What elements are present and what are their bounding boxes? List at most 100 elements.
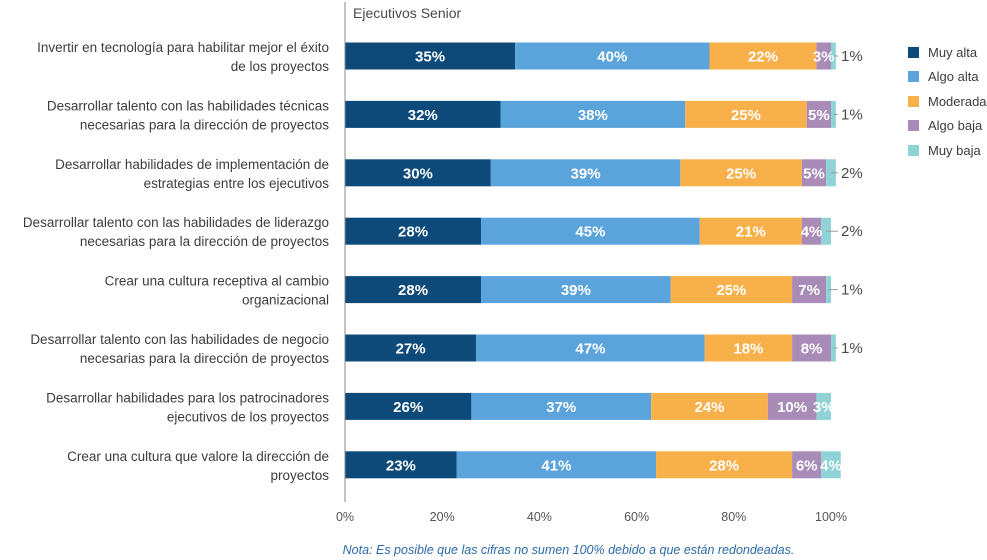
bar-value-label: 4% bbox=[820, 457, 842, 474]
external-value-label: 2% bbox=[841, 223, 863, 240]
bar-value-label: 24% bbox=[694, 399, 724, 416]
bar-value-label: 5% bbox=[803, 165, 825, 182]
bar-value-label: 30% bbox=[403, 165, 433, 182]
legend-item: Muy baja bbox=[908, 138, 987, 163]
bar-segment-muy-alta bbox=[345, 217, 482, 245]
bar-value-label: 18% bbox=[733, 341, 763, 358]
legend-label: Algo alta bbox=[928, 69, 979, 85]
bar-segment-algo-baja bbox=[792, 451, 822, 479]
bar-value-label: 25% bbox=[726, 165, 756, 182]
bar-segment-moderada bbox=[685, 100, 807, 128]
bar-segment-algo-baja bbox=[816, 42, 831, 70]
bar-segment-moderada bbox=[670, 276, 793, 304]
x-tick-label: 60% bbox=[624, 510, 649, 524]
bar-value-label: 22% bbox=[748, 49, 778, 66]
bar-segment-moderada bbox=[651, 392, 768, 420]
legend: Muy alta Algo alta Moderada Algo baja Muy ba… bbox=[908, 40, 987, 163]
category-label: Desarrollar habilidades de implementació… bbox=[55, 157, 329, 191]
category-label: Desarrollar talento con las habilidades … bbox=[30, 332, 329, 366]
bar-segment-muy-baja bbox=[821, 451, 841, 479]
bar-segment-algo-alta bbox=[471, 392, 652, 420]
bar-segment-algo-alta bbox=[481, 217, 700, 245]
bar-segment-muy-alta bbox=[345, 392, 472, 420]
bar-segment-algo-alta bbox=[515, 42, 710, 70]
bar-value-label: 7% bbox=[798, 282, 820, 299]
x-tick-label: 0% bbox=[336, 510, 354, 524]
bar-value-label: 21% bbox=[736, 224, 766, 241]
bar-value-label: 28% bbox=[398, 282, 428, 299]
bar-value-label: 3% bbox=[813, 49, 835, 66]
bar-value-label: 25% bbox=[731, 107, 761, 124]
bar-value-label: 5% bbox=[808, 107, 830, 124]
bar-segment-moderada bbox=[699, 217, 802, 245]
bar-segment-algo-baja bbox=[792, 276, 827, 304]
external-value-label: 1% bbox=[841, 282, 863, 299]
bar-value-label: 8% bbox=[801, 341, 823, 358]
bar-segment-algo-alta bbox=[456, 451, 657, 479]
external-value-label: 2% bbox=[841, 165, 863, 182]
legend-item: Moderada bbox=[908, 89, 987, 114]
legend-swatch bbox=[908, 144, 919, 156]
bar-value-label: 47% bbox=[575, 341, 605, 358]
bar-value-label: 32% bbox=[408, 107, 438, 124]
bar-segment-muy-alta bbox=[345, 42, 516, 70]
bar-segment-moderada bbox=[709, 42, 817, 70]
bar-value-label: 37% bbox=[546, 399, 576, 416]
legend-label: Muy baja bbox=[928, 142, 981, 158]
bar-value-label: 40% bbox=[597, 49, 627, 66]
legend-label: Moderada bbox=[928, 93, 987, 109]
x-tick-label: 40% bbox=[527, 510, 552, 524]
bar-segment-muy-alta bbox=[345, 276, 482, 304]
legend-swatch bbox=[908, 46, 919, 58]
legend-item: Algo baja bbox=[908, 114, 987, 139]
bars-area: 35% 40% 22% 3% 32% 38% 25% 5% 30% 39% 25% 5% 28% 45% 2… bbox=[345, 42, 842, 479]
bar-value-label: 26% bbox=[393, 399, 423, 416]
x-tick-label: 20% bbox=[430, 510, 455, 524]
legend-label: Muy alta bbox=[928, 44, 978, 60]
bar-value-label: 45% bbox=[575, 224, 605, 241]
bar-value-label: 39% bbox=[561, 282, 591, 299]
bar-segment-muy-alta bbox=[345, 159, 491, 187]
legend-item: Algo alta bbox=[908, 65, 987, 90]
bar-segment-algo-alta bbox=[476, 334, 705, 362]
bar-value-label: 28% bbox=[398, 224, 428, 241]
bar-value-label: 6% bbox=[796, 457, 818, 474]
category-label: Invertir en tecnología para habilitar me… bbox=[37, 40, 329, 74]
footnote: Nota: Es posible que las cifras no sumen… bbox=[342, 543, 795, 557]
bar-segment-muy-alta bbox=[345, 334, 477, 362]
bar-value-label: 39% bbox=[571, 165, 601, 182]
bar-segment-algo-alta bbox=[481, 276, 671, 304]
bar-segment-algo-baja bbox=[801, 217, 822, 245]
bar-segment-algo-baja bbox=[801, 159, 827, 187]
bar-value-label: 3% bbox=[813, 399, 835, 416]
chart-title: Ejecutivos Senior bbox=[353, 5, 462, 21]
x-tick-label: 100% bbox=[815, 510, 847, 524]
category-labels: Invertir en tecnología para habilitar me… bbox=[23, 40, 329, 483]
bar-value-label: 28% bbox=[709, 457, 739, 474]
bar-value-label: 27% bbox=[396, 341, 426, 358]
bar-segment-muy-baja bbox=[816, 392, 831, 420]
category-label: Desarrollar habilidades para los patroci… bbox=[46, 390, 329, 424]
x-tick-label: 80% bbox=[721, 510, 746, 524]
bar-segment-moderada bbox=[680, 159, 802, 187]
bar-value-label: 41% bbox=[541, 457, 571, 474]
legend-swatch bbox=[908, 95, 919, 107]
external-value-label: 1% bbox=[841, 340, 863, 357]
bar-segment-moderada bbox=[656, 451, 793, 479]
bar-segment-moderada bbox=[704, 334, 793, 362]
external-value-label: 1% bbox=[841, 48, 863, 65]
bar-value-label: 25% bbox=[716, 282, 746, 299]
bar-segment-muy-alta bbox=[345, 451, 457, 479]
legend-item: Muy alta bbox=[908, 40, 987, 65]
legend-swatch bbox=[908, 71, 919, 83]
bar-segment-muy-alta bbox=[345, 100, 501, 128]
legend-swatch bbox=[908, 120, 919, 132]
bar-segment-algo-alta bbox=[500, 100, 686, 128]
bar-value-label: 38% bbox=[578, 107, 608, 124]
category-label: Crear una cultura que valore la direcció… bbox=[67, 449, 329, 483]
bar-segment-algo-baja bbox=[792, 334, 831, 362]
bar-value-label: 4% bbox=[801, 224, 823, 241]
category-label: Desarrollar talento con las habilidades … bbox=[23, 215, 329, 249]
bar-segment-algo-baja bbox=[806, 100, 831, 128]
